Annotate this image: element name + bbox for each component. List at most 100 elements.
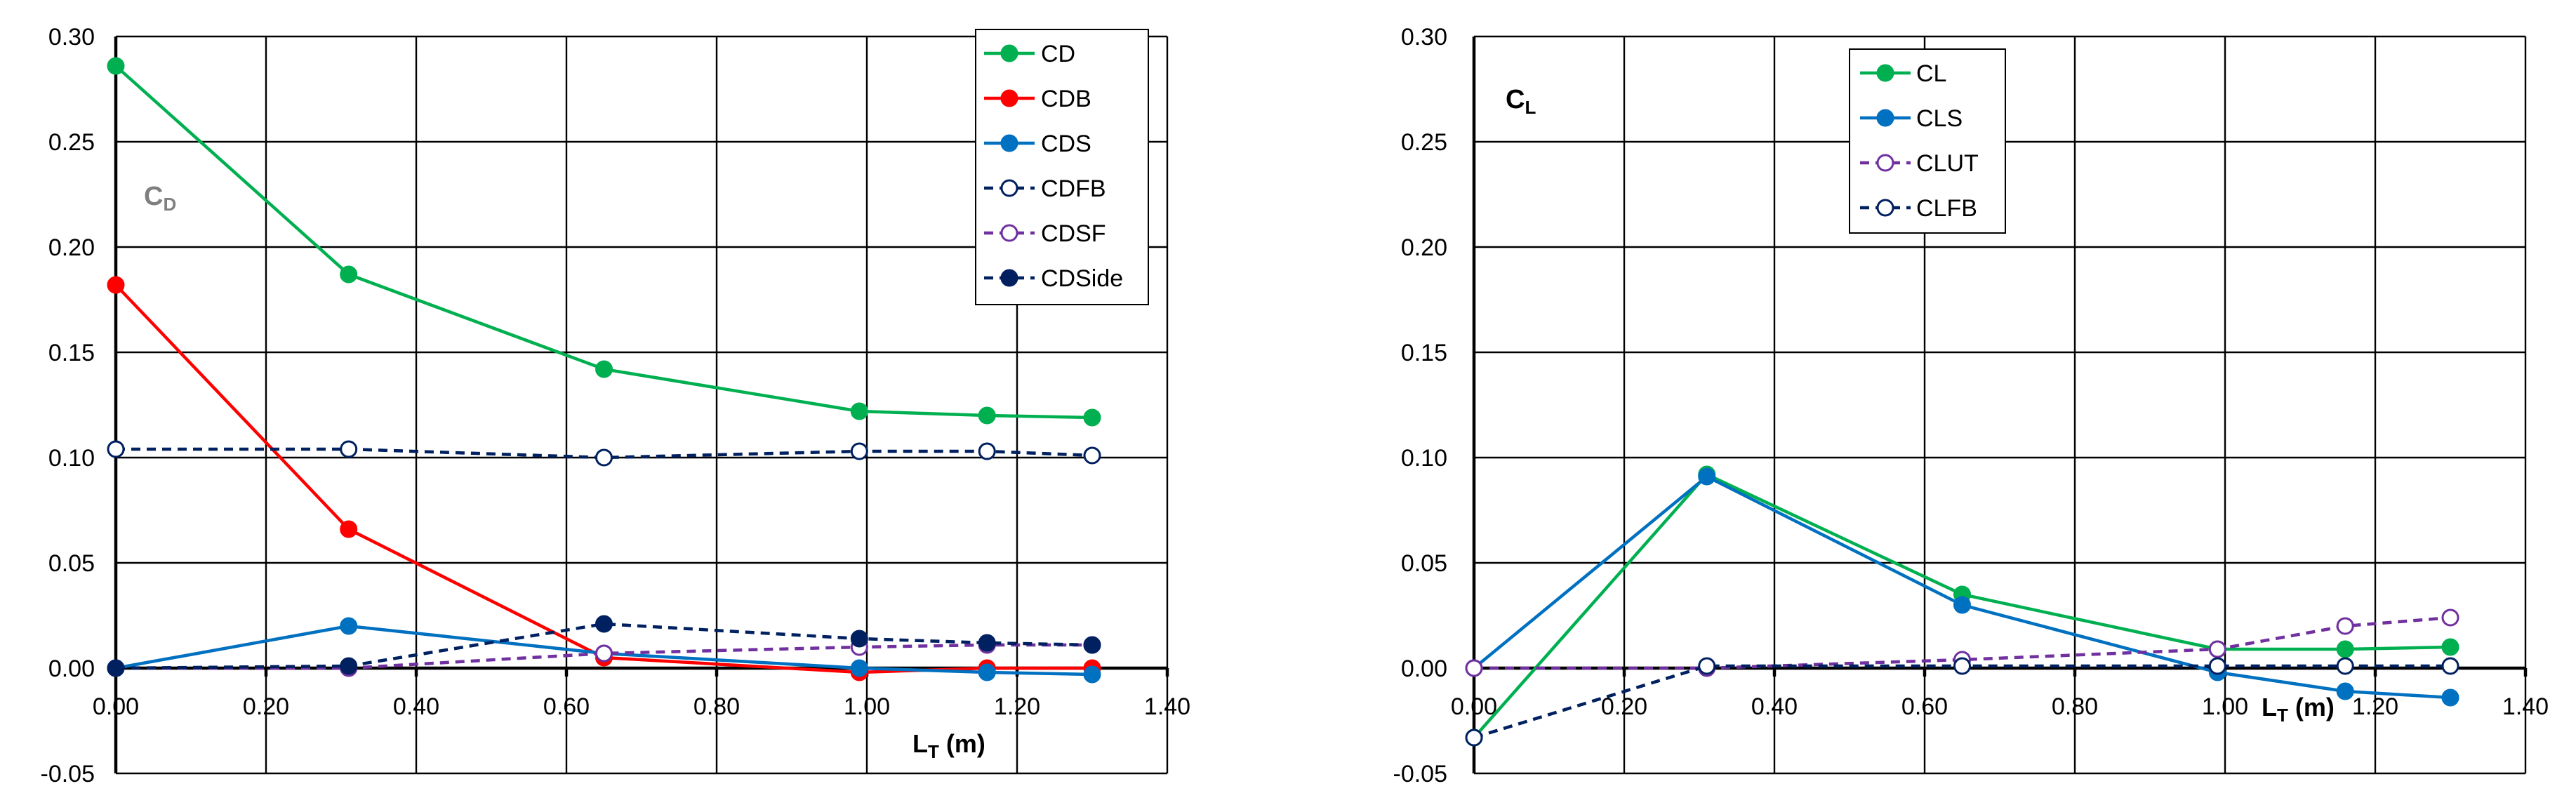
series-cdfb bbox=[107, 440, 1101, 467]
legend-label: CDB bbox=[1041, 86, 1091, 112]
series-line-cd bbox=[114, 65, 1093, 420]
legend-swatch-marker bbox=[1876, 64, 1894, 82]
legend-label: CD bbox=[1041, 41, 1075, 67]
data-point-clfb bbox=[2441, 657, 2459, 675]
panel-label-subscript: D bbox=[163, 194, 176, 215]
x-tick-label: 0.60 bbox=[1901, 693, 1948, 720]
series-line-clut bbox=[1474, 615, 2451, 670]
data-point-clut bbox=[2441, 608, 2459, 627]
series-marks bbox=[107, 57, 1101, 684]
x-tick-label: 0.20 bbox=[243, 693, 289, 720]
y-tick-label: 0.25 bbox=[48, 129, 95, 156]
legend: CL CLS CLUT CLFB bbox=[1849, 48, 2006, 234]
x-tick-label: 0.60 bbox=[543, 693, 590, 720]
series-clfb bbox=[1465, 657, 2459, 747]
data-point-clfb bbox=[2336, 657, 2354, 675]
legend-label: CL bbox=[1916, 60, 1946, 87]
data-point-cl bbox=[2441, 638, 2459, 656]
legend-item-cdb: CDB bbox=[984, 86, 1091, 112]
y-tick-label: 0.30 bbox=[1401, 24, 1447, 51]
panel-label: CL bbox=[1506, 85, 1536, 118]
x-tick-label: 0.40 bbox=[393, 693, 439, 720]
x-tick-label: 1.40 bbox=[1144, 693, 1190, 720]
x-axis-title-subscript: T bbox=[2277, 705, 2288, 726]
series-cdside bbox=[107, 615, 1101, 677]
y-tick-label: 0.05 bbox=[1401, 550, 1447, 577]
y-tick-label: 0.15 bbox=[1401, 340, 1447, 366]
y-tick-label: 0.00 bbox=[1401, 655, 1447, 682]
legend-label: CLS bbox=[1916, 105, 1963, 132]
data-point-cdside bbox=[850, 630, 868, 648]
lift-coefficient-chart: 0.30 0.25 0.20 0.15 0.10 0.05 0.00 -0.05… bbox=[1393, 24, 2549, 787]
y-tick-labels: 0.30 0.25 0.20 0.15 0.10 0.05 0.00 -0.05 bbox=[1393, 24, 1448, 787]
legend-items: CL CLS CLUT CLFB bbox=[1860, 60, 1979, 222]
series-line-cdb bbox=[114, 284, 1092, 674]
series-cd bbox=[107, 57, 1101, 427]
legend-item-cds: CDS bbox=[984, 131, 1091, 157]
legend-label: CDSide bbox=[1041, 265, 1123, 292]
data-point-cds bbox=[978, 663, 996, 681]
data-point-cls bbox=[1953, 596, 1971, 614]
data-point-cdsf bbox=[595, 644, 613, 663]
legend-swatch-marker bbox=[1000, 44, 1018, 62]
x-tick-label: 0.00 bbox=[1451, 693, 1497, 720]
legend-swatch-marker bbox=[1876, 154, 1894, 172]
data-point-cdfb bbox=[595, 448, 613, 467]
x-tick-label: 0.00 bbox=[93, 693, 139, 720]
data-point-cdside bbox=[1083, 636, 1101, 654]
x-tick-label: 1.20 bbox=[994, 693, 1040, 720]
y-tick-label: -0.05 bbox=[1393, 761, 1448, 787]
x-tick-label: 1.00 bbox=[2202, 693, 2248, 720]
x-tick-label: 0.20 bbox=[1601, 693, 1647, 720]
data-point-clut bbox=[2208, 640, 2226, 658]
legend-item-cdsf: CDSF bbox=[984, 220, 1106, 247]
y-tick-label: 0.25 bbox=[1401, 129, 1447, 156]
series-line-clfb bbox=[1473, 664, 2450, 740]
data-point-cd bbox=[340, 265, 358, 284]
legend-swatch-marker bbox=[1000, 224, 1018, 242]
data-point-cdfb bbox=[1083, 446, 1101, 465]
data-point-clfb bbox=[2208, 657, 2226, 675]
x-axis-title: LT (m) bbox=[2262, 693, 2335, 726]
y-tick-label: 0.20 bbox=[48, 234, 95, 261]
data-point-cd bbox=[107, 57, 125, 75]
data-point-cdside bbox=[978, 634, 996, 652]
legend-swatch-marker bbox=[1000, 179, 1018, 197]
series-marks bbox=[1465, 465, 2459, 747]
data-point-clut bbox=[2336, 617, 2354, 635]
data-point-cd bbox=[595, 360, 613, 378]
y-tick-label: 0.20 bbox=[1401, 234, 1447, 261]
legend: CD CDB CDS CDFB CDSF CDSide bbox=[975, 29, 1149, 305]
series-line-cdsf bbox=[116, 643, 1092, 670]
x-tick-labels: 0.00 0.20 0.40 0.60 0.80 1.00 1.20 1.40 bbox=[1451, 693, 2549, 720]
data-point-cls bbox=[1698, 467, 1716, 486]
data-point-clut bbox=[1465, 659, 1483, 677]
y-tick-label: 0.05 bbox=[48, 550, 95, 577]
data-point-cdfb bbox=[340, 440, 358, 458]
legend-swatch-marker bbox=[1000, 89, 1018, 107]
legend-swatch-marker bbox=[1000, 134, 1018, 152]
data-point-cdfb bbox=[978, 442, 996, 460]
data-point-clfb bbox=[1953, 657, 1971, 675]
legend-item-cl: CL bbox=[1860, 60, 1946, 87]
data-point-cdb bbox=[107, 276, 125, 294]
x-tick-label: 0.80 bbox=[2052, 693, 2098, 720]
data-point-cdfb bbox=[107, 440, 125, 458]
legend-item-cdside: CDSide bbox=[984, 265, 1123, 292]
x-tick-label: 0.40 bbox=[1751, 693, 1798, 720]
x-axis-title-subscript: T bbox=[928, 741, 939, 762]
data-point-cdside bbox=[107, 659, 125, 677]
data-point-cls bbox=[2441, 688, 2459, 707]
legend-label: CDSF bbox=[1041, 220, 1106, 247]
data-point-cdfb bbox=[850, 442, 868, 460]
series-line-cl bbox=[1473, 472, 2451, 739]
legend-label: CLUT bbox=[1916, 150, 1979, 177]
panel-label: CD bbox=[144, 182, 176, 215]
y-tick-label: 0.10 bbox=[1401, 445, 1447, 472]
data-point-cdb bbox=[340, 520, 358, 538]
x-axis-title-main: L bbox=[2262, 693, 2277, 721]
data-point-cls bbox=[2336, 682, 2354, 700]
legend-item-cd: CD bbox=[984, 41, 1075, 67]
data-point-cd bbox=[978, 406, 996, 425]
